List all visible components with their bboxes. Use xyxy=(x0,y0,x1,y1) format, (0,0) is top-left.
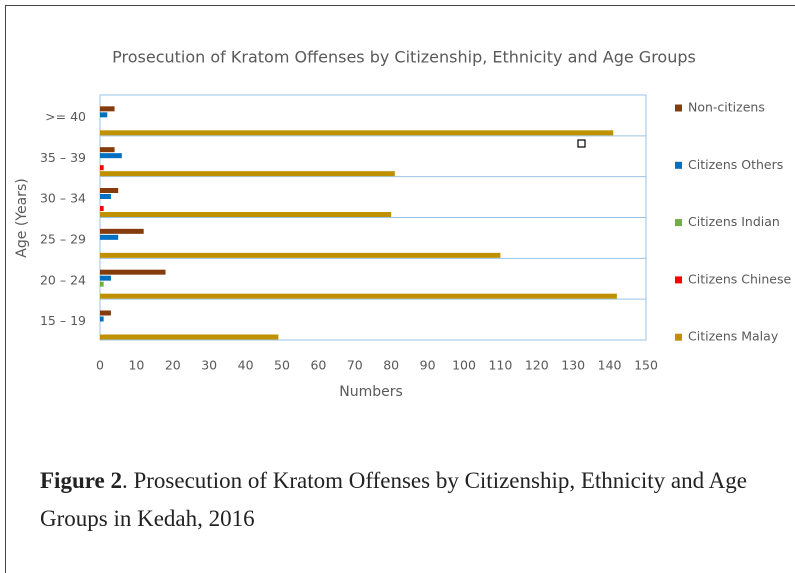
bar xyxy=(100,147,115,153)
x-tick-label: 90 xyxy=(420,358,436,373)
legend-swatch xyxy=(675,161,682,169)
y-tick-label: 20 – 24 xyxy=(40,272,86,287)
x-tick-label: 100 xyxy=(452,358,476,373)
bar xyxy=(100,171,395,177)
legend-swatch xyxy=(675,219,682,227)
x-tick-label: 150 xyxy=(634,358,658,373)
x-tick-label: 50 xyxy=(274,358,290,373)
bar xyxy=(100,206,104,211)
y-tick-label: 25 – 29 xyxy=(40,231,86,246)
bar xyxy=(100,106,115,112)
bar xyxy=(100,275,111,281)
chart-title: Prosecution of Kratom Offenses by Citize… xyxy=(112,48,696,67)
x-tick-label: 10 xyxy=(128,358,144,373)
bar xyxy=(100,252,501,258)
bar xyxy=(100,188,119,193)
caption-text: . Prosecution of Kratom Offenses by Citi… xyxy=(40,468,747,531)
x-tick-label: 40 xyxy=(238,358,254,373)
bar xyxy=(100,165,104,171)
legend-swatch xyxy=(675,333,682,341)
y-tick-label: >= 40 xyxy=(45,109,86,124)
y-axis-title: Age (Years) xyxy=(14,178,30,257)
legend-swatch xyxy=(675,276,682,284)
x-tick-label: 120 xyxy=(525,358,549,373)
y-tick-label: 15 – 19 xyxy=(40,313,86,328)
x-axis-title: Numbers xyxy=(339,384,403,400)
figure-frame xyxy=(5,5,795,573)
caption-label: Figure 2 xyxy=(40,468,122,493)
y-tick-label: 30 – 34 xyxy=(40,191,86,206)
legend-label: Citizens Others xyxy=(688,157,783,172)
x-tick-label: 130 xyxy=(561,358,585,373)
legend-swatch xyxy=(675,104,682,112)
x-tick-label: 140 xyxy=(598,358,622,373)
caption: Figure 2. Prosecution of Kratom Offenses… xyxy=(40,462,770,538)
bar xyxy=(100,130,614,136)
legend-label: Citizens Chinese xyxy=(688,271,791,286)
bar xyxy=(100,228,144,234)
bar xyxy=(100,194,111,199)
y-tick-label: 35 – 39 xyxy=(40,150,86,165)
legend-label: Citizens Malay xyxy=(688,329,779,344)
bar xyxy=(100,334,279,340)
x-tick-label: 20 xyxy=(165,358,181,373)
bar xyxy=(100,281,104,287)
bar xyxy=(100,112,108,118)
marker-icon xyxy=(577,139,586,148)
bar xyxy=(100,316,104,322)
bar xyxy=(100,310,111,316)
legend-label: Non-citizens xyxy=(688,100,765,115)
bar xyxy=(100,212,392,217)
bar xyxy=(100,293,617,299)
x-tick-label: 110 xyxy=(488,358,512,373)
bar xyxy=(100,269,166,275)
chart: Prosecution of Kratom Offenses by Citize… xyxy=(14,48,791,401)
legend-label: Citizens Indian xyxy=(688,214,780,229)
x-tick-label: 0 xyxy=(96,358,104,373)
bar xyxy=(100,153,122,159)
x-tick-label: 30 xyxy=(201,358,217,373)
x-tick-label: 60 xyxy=(310,358,326,373)
x-tick-label: 80 xyxy=(383,358,399,373)
x-tick-label: 70 xyxy=(347,358,363,373)
bar xyxy=(100,234,119,240)
